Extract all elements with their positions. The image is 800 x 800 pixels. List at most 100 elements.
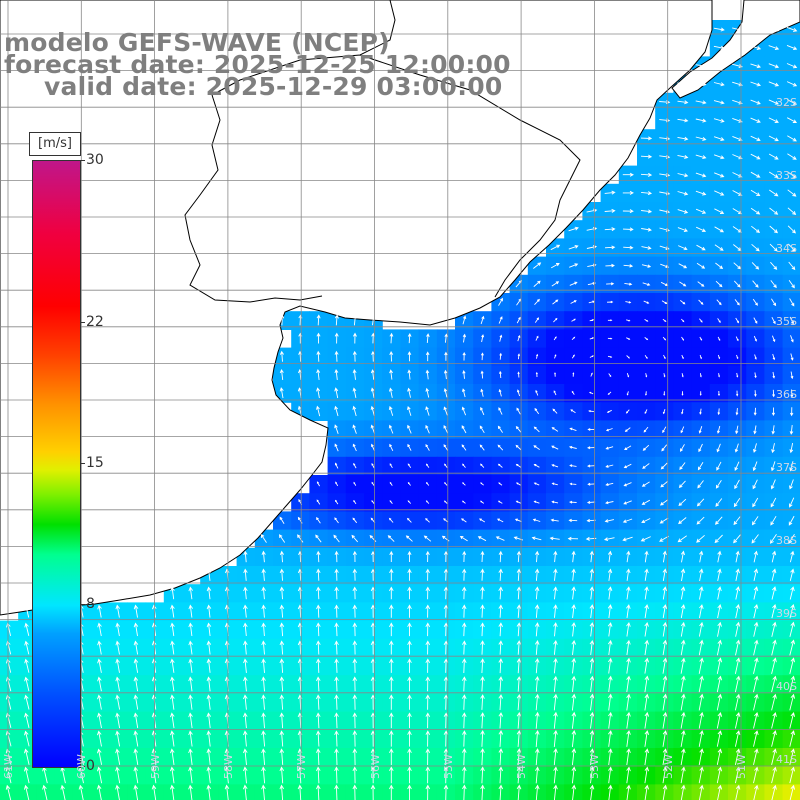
wind-arrow <box>389 640 394 655</box>
wind-arrow <box>261 730 266 747</box>
wind-arrow <box>443 784 449 800</box>
wind-arrow <box>443 444 449 451</box>
wind-arrow <box>605 464 614 468</box>
wind-arrow <box>768 171 779 178</box>
wind-arrow <box>188 694 193 710</box>
wind-arrow <box>734 766 741 784</box>
wind-arrow <box>480 694 485 710</box>
wind-arrow <box>696 516 705 525</box>
wind-arrow <box>334 332 339 344</box>
wind-arrow <box>568 518 578 523</box>
wind-arrow <box>388 517 394 523</box>
wind-arrow <box>698 730 704 747</box>
wind-arrow <box>662 711 668 729</box>
wind-arrow <box>644 354 648 360</box>
wind-arrow <box>699 318 703 323</box>
wind-arrow <box>550 518 559 522</box>
wind-arrow <box>752 479 758 490</box>
wind-arrow <box>699 408 702 415</box>
wind-arrow <box>334 405 339 417</box>
wind-arrow <box>789 298 795 307</box>
wind-arrow <box>498 407 503 415</box>
wind-arrow <box>353 499 357 505</box>
wind-arrow <box>589 604 595 618</box>
wind-cell <box>782 202 800 221</box>
wind-arrow <box>407 622 412 637</box>
wind-arrow <box>425 784 431 800</box>
wind-arrow <box>315 766 321 784</box>
wind-arrow <box>589 337 595 340</box>
wind-arrow <box>717 621 722 637</box>
wind-arrow <box>170 694 175 710</box>
wind-arrow <box>663 391 666 396</box>
wind-arrow <box>261 586 266 600</box>
wind-arrow <box>786 117 798 123</box>
longitude-label: 57W <box>295 754 309 779</box>
wind-arrow <box>662 748 668 766</box>
wind-arrow <box>353 462 357 469</box>
wind-arrow <box>352 443 357 452</box>
wind-arrow <box>734 461 740 471</box>
wind-arrow <box>788 261 796 271</box>
wind-arrow <box>789 639 796 656</box>
wind-cell <box>782 165 800 185</box>
wind-arrow <box>516 604 522 618</box>
wind-arrow <box>789 693 796 711</box>
wind-arrow <box>640 536 651 542</box>
wind-arrow <box>498 766 504 784</box>
wind-arrow <box>535 335 539 341</box>
wind-arrow <box>677 82 689 87</box>
wind-arrow <box>516 586 522 600</box>
wind-arrow <box>771 657 777 675</box>
wind-arrow <box>316 405 321 417</box>
wind-arrow <box>732 99 743 105</box>
wind-arrow <box>623 500 632 505</box>
wind-arrow <box>718 373 721 378</box>
wind-arrow <box>333 534 340 543</box>
wind-arrow <box>169 712 175 729</box>
wind-arrow <box>752 298 758 306</box>
wind-arrow <box>626 319 631 322</box>
wind-arrow <box>516 622 522 637</box>
wind-arrow <box>697 281 705 287</box>
wind-arrow <box>787 207 797 216</box>
wind-arrow <box>498 622 504 637</box>
wind-arrow <box>517 335 521 342</box>
wind-arrow <box>480 748 485 766</box>
wind-arrow <box>170 586 175 600</box>
wind-arrow <box>644 639 650 656</box>
wind-arrow <box>696 534 705 543</box>
wind-arrow <box>23 748 30 765</box>
wind-arrow <box>644 568 649 581</box>
wind-arrow <box>242 712 248 729</box>
wind-arrow <box>24 658 30 673</box>
wind-cell <box>782 238 800 258</box>
model-title: modelo GEFS-WAVE (NCEP) <box>4 28 390 57</box>
wind-arrow <box>699 604 704 619</box>
wind-arrow <box>680 730 686 747</box>
wind-arrow <box>407 784 412 800</box>
wind-arrow <box>681 354 684 360</box>
wind-arrow <box>607 319 613 322</box>
wind-arrow <box>224 784 230 800</box>
wind-arrow <box>499 334 503 342</box>
wind-arrow <box>553 550 558 563</box>
wind-arrow <box>608 711 613 729</box>
wind-arrow <box>516 316 521 324</box>
wind-arrow <box>606 300 614 304</box>
wind-arrow <box>752 497 759 508</box>
wind-arrow <box>607 337 613 340</box>
wind-arrow <box>753 766 759 784</box>
wind-arrow <box>516 640 522 655</box>
wind-arrow <box>534 586 540 600</box>
wind-arrow <box>242 784 248 800</box>
wind-arrow <box>498 388 502 397</box>
wind-arrow <box>678 480 686 488</box>
wind-arrow <box>770 280 777 289</box>
wind-arrow <box>623 482 632 487</box>
wind-arrow <box>734 711 741 729</box>
wind-arrow <box>535 766 540 784</box>
wind-arrow <box>315 712 321 729</box>
wind-arrow <box>425 658 431 673</box>
wind-arrow <box>279 387 284 399</box>
